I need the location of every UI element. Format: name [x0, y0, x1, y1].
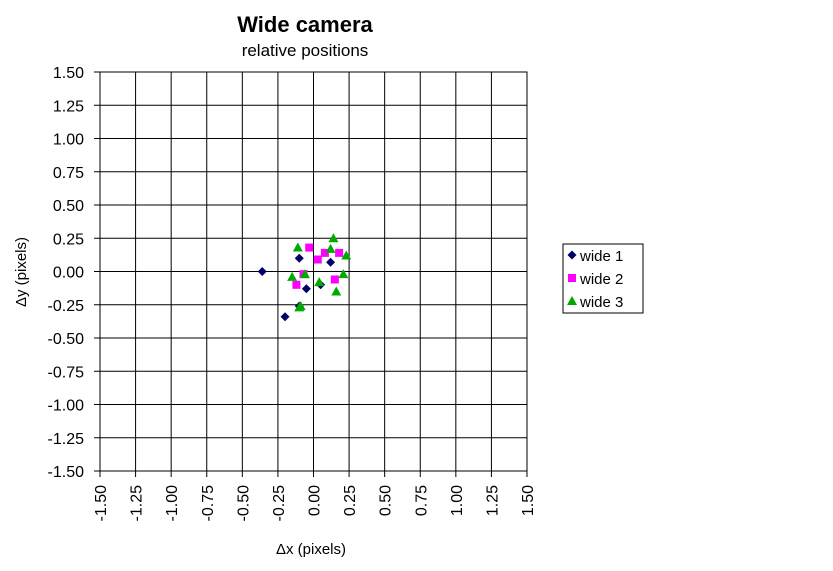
chart-title: Wide camera: [237, 12, 373, 37]
y-tick-label: 0.25: [53, 231, 84, 248]
x-axis-title: Δx (pixels): [276, 541, 346, 558]
legend-label-wide-1: wide 1: [579, 248, 623, 265]
y-tick-label: -0.50: [48, 331, 85, 348]
data-point-wide-1: [280, 312, 290, 322]
legend-label-wide-2: wide 2: [579, 271, 623, 288]
data-point-wide-2: [320, 248, 329, 257]
legend-box: [562, 243, 644, 314]
data-point-wide-2: [292, 280, 301, 289]
legend-marker-wide-1: [567, 250, 577, 260]
x-tick-label: 0.50: [378, 485, 395, 516]
legend-marker-wide-2: [568, 274, 576, 282]
y-tick-label: -1.50: [48, 464, 85, 481]
data-point-wide-3: [325, 243, 336, 253]
data-point-wide-3: [299, 269, 310, 279]
y-tick-label: 1.00: [53, 132, 84, 149]
data-points: [257, 233, 352, 322]
data-point-wide-1: [294, 253, 304, 263]
legend-label-wide-3: wide 3: [579, 294, 623, 311]
y-tick-label: 0.75: [53, 165, 84, 182]
data-point-wide-3: [292, 242, 303, 252]
data-point-wide-3: [328, 233, 339, 243]
x-tick-label: 0.75: [413, 485, 430, 516]
y-tick-label: 0.50: [53, 198, 84, 215]
x-tick-label: -1.00: [164, 485, 181, 522]
x-tick-label: 1.25: [484, 485, 501, 516]
data-point-wide-1: [257, 267, 267, 276]
x-tick-label: -0.25: [271, 485, 288, 522]
data-point-wide-2: [335, 248, 344, 257]
data-point-wide-3: [338, 269, 349, 279]
data-point-wide-1: [326, 257, 336, 267]
data-point-wide-3: [287, 271, 298, 281]
legend: wide 1 wide 2 wide 3: [562, 243, 644, 314]
data-point-wide-2: [330, 275, 339, 284]
data-point-wide-3: [341, 250, 352, 260]
data-point-wide-2: [313, 255, 322, 264]
y-tick-label: 1.50: [53, 65, 84, 82]
y-tick-label: 0.00: [53, 265, 84, 282]
series-wide-3: [287, 233, 352, 312]
y-tick-label: -0.75: [48, 364, 85, 381]
x-tick-label: -1.25: [129, 485, 146, 522]
legend-marker-wide-3: [567, 296, 577, 305]
data-point-wide-3: [314, 277, 325, 287]
legend-markers: [567, 250, 577, 305]
data-point-wide-1: [301, 284, 311, 294]
data-point-wide-2: [305, 243, 314, 252]
y-tick-label: 1.25: [53, 98, 84, 115]
y-tick-label: -1.25: [48, 431, 85, 448]
x-tick-label: 0.00: [307, 485, 324, 516]
y-axis-ticks: 1.50 1.25 1.00 0.75 0.50 0.25 0.00 -0.25 -0.50 -0…: [48, 65, 100, 481]
x-tick-label: -0.50: [235, 485, 252, 522]
chart-subtitle: relative positions: [242, 41, 369, 60]
x-tick-label: -1.50: [93, 485, 110, 522]
y-axis-title: Δy (pixels): [13, 237, 30, 307]
x-tick-label: -0.75: [200, 485, 217, 522]
x-axis-ticks: -1.50 -1.25 -1.00 -0.75 -0.50 -0.25 0.00 0.25 0.…: [93, 471, 537, 521]
data-point-wide-3: [331, 286, 342, 296]
data-point-wide-3: [295, 301, 306, 311]
y-tick-label: -1.00: [48, 398, 85, 415]
x-tick-label: 1.00: [449, 485, 466, 516]
y-tick-label: -0.25: [48, 298, 85, 315]
x-tick-label: 1.50: [520, 485, 537, 516]
x-tick-label: 0.25: [342, 485, 359, 516]
